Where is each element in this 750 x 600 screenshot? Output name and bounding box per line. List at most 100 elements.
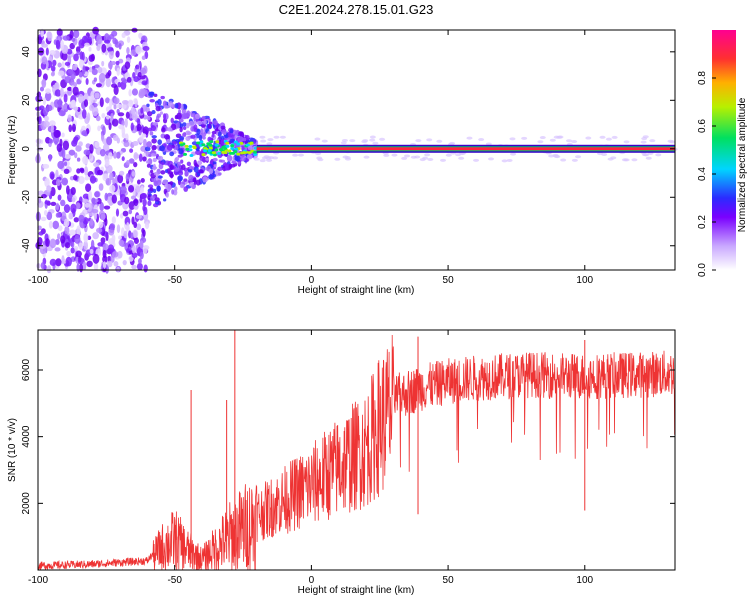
heatmap-cell	[45, 238, 50, 247]
heatmap-cell	[242, 151, 247, 155]
heatmap-cell	[182, 112, 187, 119]
heatmap-cell	[623, 158, 630, 162]
heatmap-cell	[597, 152, 604, 156]
heatmap-cell	[113, 104, 117, 110]
heatmap-cell	[70, 71, 76, 80]
heatmap-cell	[146, 115, 151, 121]
heatmap-cell	[81, 108, 87, 119]
heatmap-cell	[118, 239, 125, 247]
x-tick-label: -50	[167, 575, 182, 586]
heatmap-cell	[599, 135, 606, 139]
heatmap-cell	[183, 178, 188, 182]
heatmap-cell	[104, 218, 108, 226]
heatmap-cell	[197, 169, 204, 174]
heatmap-cell	[129, 148, 134, 153]
heatmap-cell	[63, 218, 70, 228]
heatmap-cell	[159, 145, 165, 152]
heatmap-cell	[136, 123, 142, 132]
heatmap-cell	[165, 192, 169, 198]
heatmap-cell	[117, 250, 123, 259]
heatmap-cell	[63, 93, 68, 103]
heatmap-cell	[122, 79, 128, 84]
heatmap-cell	[55, 212, 60, 218]
heatmap-cell	[121, 99, 129, 105]
heatmap-cell	[383, 153, 390, 157]
heatmap-cell	[180, 103, 184, 111]
colorbar-tick-label: 0.2	[697, 215, 708, 229]
heatmap-cell	[102, 255, 108, 263]
heatmap-cell	[171, 141, 178, 145]
heatmap-cell	[164, 169, 169, 174]
heatmap-cell	[111, 83, 118, 88]
heatmap-cell	[436, 139, 443, 143]
heatmap-cell	[233, 140, 238, 144]
heatmap-cell	[419, 158, 426, 162]
heatmap-cell	[157, 139, 162, 146]
heatmap-cell	[191, 141, 198, 146]
heatmap-cell	[60, 235, 66, 244]
heatmap-cell	[202, 135, 206, 140]
heatmap-cell	[265, 156, 272, 160]
heatmap-cell	[190, 134, 196, 139]
heatmap-cell	[62, 140, 70, 151]
heatmap-cell	[228, 163, 233, 170]
heatmap-cell	[163, 134, 170, 140]
heatmap-cell	[139, 251, 144, 260]
heatmap-cell	[233, 150, 238, 154]
heatmap-cell	[78, 39, 85, 49]
heatmap-cell	[234, 147, 239, 151]
heatmap-cell	[196, 141, 201, 145]
heatmap-cell	[315, 152, 322, 156]
heatmap-cell	[118, 235, 123, 240]
heatmap-cell	[35, 95, 43, 103]
heatmap-cell	[501, 159, 508, 163]
heatmap-cell	[46, 104, 53, 112]
heatmap-cell	[151, 138, 157, 144]
heatmap-cell	[207, 131, 211, 135]
heatmap-cell	[96, 34, 103, 45]
colorbar-tick-label: 0.0	[697, 263, 708, 277]
heatmap-cell	[142, 126, 149, 136]
heatmap-cell	[70, 81, 78, 87]
heatmap-cell	[166, 139, 171, 144]
heatmap-cell	[585, 136, 592, 140]
heatmap-cell	[57, 70, 65, 77]
heatmap-cell	[147, 184, 154, 188]
y-tick-label: 20	[21, 94, 32, 106]
heatmap-cell	[151, 110, 156, 115]
heatmap-cell	[154, 197, 160, 202]
heatmap-cell	[60, 199, 66, 207]
heatmap-cell	[35, 138, 42, 144]
heatmap-cell	[142, 198, 147, 207]
heatmap-cell	[266, 142, 273, 146]
heatmap-cell	[183, 186, 189, 192]
heatmap-frame	[37, 29, 676, 271]
heatmap-cell	[244, 158, 250, 162]
heatmap-cell	[207, 149, 212, 153]
colorbar: 0.0 0.2 0.4 0.6 0.8 Normalized spectral ampl…	[697, 30, 748, 277]
heatmap-cell	[466, 136, 473, 140]
heatmap-cell	[61, 148, 66, 159]
heatmap-cell	[140, 192, 147, 200]
heatmap-cell	[214, 143, 219, 147]
heatmap-cell	[54, 89, 62, 97]
x-tick-label: 100	[576, 275, 593, 286]
heatmap-cell	[71, 241, 75, 248]
heatmap-cell	[184, 170, 189, 177]
heatmap-cell	[102, 125, 106, 136]
heatmap-cell	[50, 65, 56, 72]
heatmap-cell	[109, 184, 116, 193]
heatmap-cell	[138, 258, 142, 265]
heatmap-cell	[174, 156, 180, 161]
heatmap-cell	[96, 44, 101, 52]
heatmap-cell	[342, 155, 349, 159]
heatmap-cell	[473, 158, 480, 162]
heatmap-cell	[82, 92, 89, 102]
heatmap-cell	[655, 153, 662, 157]
heatmap-cell	[144, 221, 150, 230]
heatmap-cell	[71, 99, 77, 108]
heatmap-cell	[314, 137, 321, 141]
heatmap-cell	[169, 173, 174, 178]
heatmap-cell	[143, 138, 147, 149]
heatmap-cell	[75, 202, 81, 210]
